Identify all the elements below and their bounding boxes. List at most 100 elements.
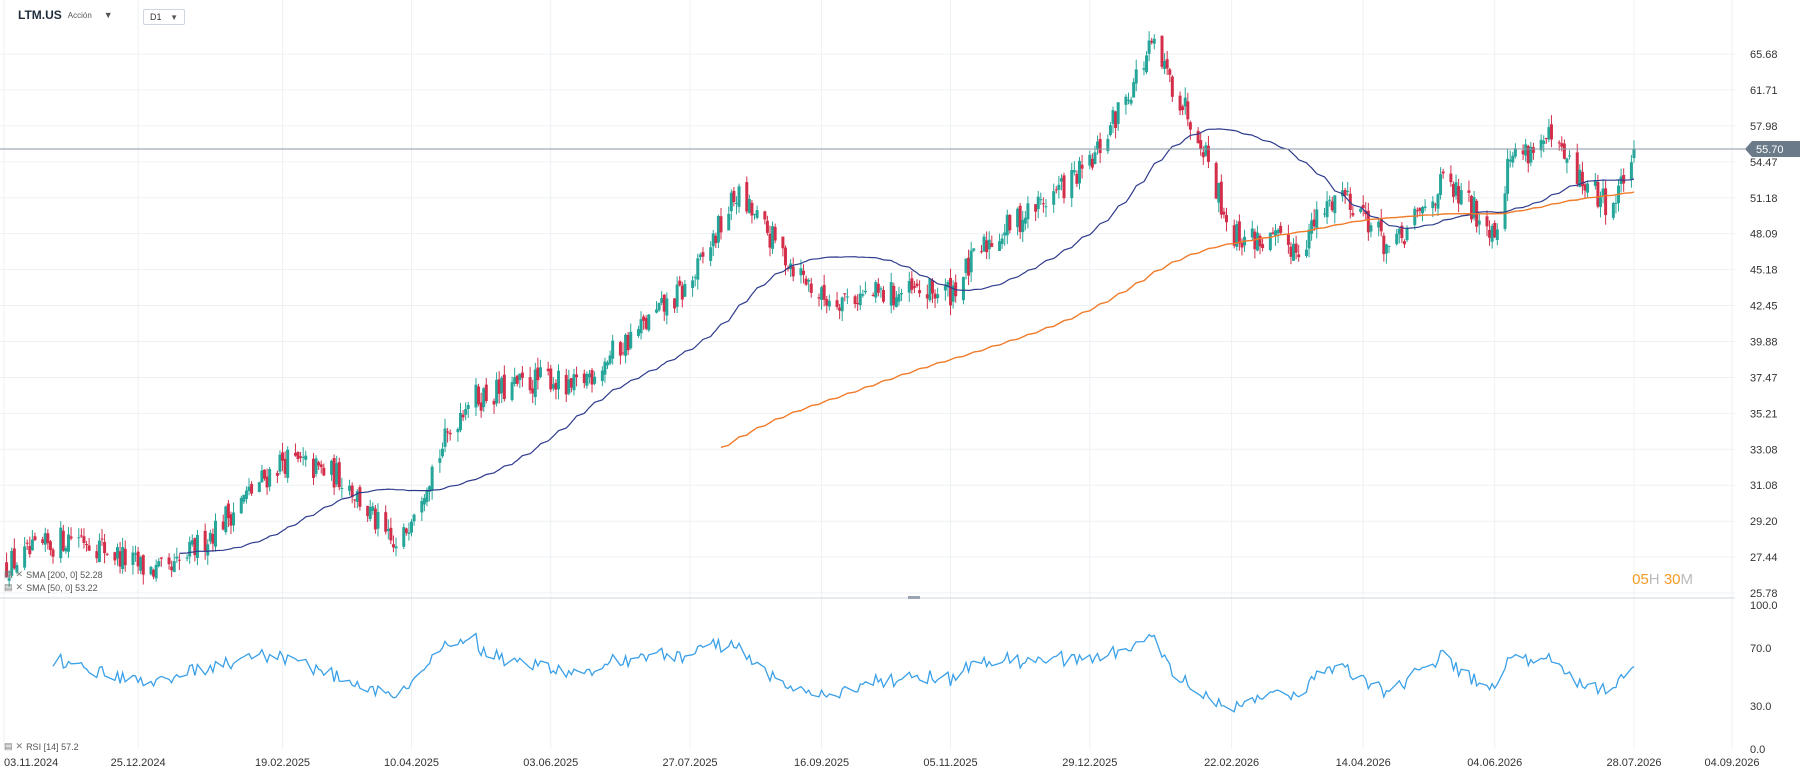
candle-body bbox=[513, 377, 517, 385]
candle-body bbox=[698, 254, 702, 258]
candle-body bbox=[1377, 221, 1381, 228]
candle-body bbox=[1026, 203, 1030, 220]
candle-body bbox=[211, 534, 215, 544]
candle-body bbox=[203, 530, 207, 552]
sma-slow-legend[interactable]: ▤ ✕ SMA [200, 0] 52.28 bbox=[4, 569, 103, 580]
candle-body bbox=[340, 487, 344, 489]
settings-icon[interactable]: ▤ bbox=[4, 582, 13, 592]
candle-body bbox=[213, 520, 217, 547]
candle-body bbox=[678, 280, 682, 286]
candle-body bbox=[66, 534, 70, 552]
candle-body bbox=[1369, 225, 1373, 232]
candle-body bbox=[154, 564, 158, 579]
candle-body bbox=[226, 503, 230, 519]
candle-body bbox=[30, 539, 34, 551]
candle-body bbox=[520, 372, 524, 378]
candle-body bbox=[1513, 148, 1517, 157]
chevron-down-icon[interactable]: ▼ bbox=[103, 10, 113, 20]
candle-body bbox=[1222, 211, 1226, 215]
candle-body bbox=[822, 284, 826, 300]
candle-body bbox=[802, 270, 806, 275]
rsi-axis-tick: 100.0 bbox=[1750, 600, 1778, 612]
candle-body bbox=[1005, 214, 1009, 236]
candle-body bbox=[1268, 232, 1272, 251]
candle-body bbox=[773, 226, 777, 241]
candle-body bbox=[1328, 199, 1332, 201]
candle-body bbox=[1255, 232, 1259, 251]
settings-icon[interactable]: ▤ bbox=[4, 741, 13, 751]
candle-body bbox=[304, 455, 308, 460]
candle-body bbox=[1583, 184, 1587, 191]
close-icon[interactable]: ✕ bbox=[15, 569, 24, 579]
candle-body bbox=[440, 448, 444, 457]
candle-body bbox=[1070, 169, 1074, 199]
date-axis-tick: 28.07.2026 bbox=[1606, 757, 1661, 769]
candle-body bbox=[335, 463, 339, 485]
candle-body bbox=[881, 290, 885, 302]
candle-body bbox=[1077, 160, 1081, 184]
candle-body bbox=[332, 458, 336, 488]
candle-body bbox=[167, 557, 171, 565]
candle-body bbox=[1395, 233, 1399, 245]
candle-body bbox=[1160, 35, 1164, 67]
candle-body bbox=[871, 294, 875, 297]
timeframe-select[interactable]: D1 ▼ bbox=[143, 9, 185, 25]
candle-body bbox=[402, 527, 406, 547]
candle-body bbox=[969, 250, 973, 273]
candle-body bbox=[1124, 96, 1128, 105]
candle-body bbox=[863, 290, 867, 293]
candle-body bbox=[1196, 130, 1200, 144]
date-axis-tick: 03.06.2025 bbox=[523, 757, 578, 769]
candle-body bbox=[134, 553, 138, 555]
candle-body bbox=[783, 247, 787, 266]
candle-body bbox=[1359, 208, 1363, 212]
candle-body bbox=[1170, 76, 1174, 97]
candle-body bbox=[856, 302, 860, 305]
price-axis-tick: 35.21 bbox=[1750, 408, 1778, 420]
date-axis-tick: 19.02.2025 bbox=[255, 757, 310, 769]
candle-body bbox=[910, 278, 914, 290]
candle-body bbox=[502, 374, 506, 399]
candle-body bbox=[624, 334, 628, 356]
candle-body bbox=[1511, 155, 1515, 163]
candle-body bbox=[655, 309, 659, 313]
candle-body bbox=[1163, 60, 1167, 69]
candle-body bbox=[149, 566, 153, 575]
candle-body bbox=[644, 318, 648, 329]
candle-body bbox=[1286, 234, 1290, 246]
candle-body bbox=[673, 298, 677, 309]
candle-body bbox=[642, 316, 646, 321]
candle-body bbox=[59, 527, 63, 559]
candle-body bbox=[404, 528, 408, 533]
rsi-line bbox=[52, 632, 1635, 713]
candle-body bbox=[1614, 202, 1618, 204]
settings-icon[interactable]: ▤ bbox=[4, 569, 13, 579]
close-icon[interactable]: ✕ bbox=[15, 741, 24, 751]
candle-body bbox=[1598, 197, 1602, 208]
candle-body bbox=[425, 490, 429, 502]
price-axis-tick: 57.98 bbox=[1750, 121, 1778, 133]
timeframe-value: D1 bbox=[150, 12, 162, 22]
candle-body bbox=[152, 569, 156, 577]
candle-body bbox=[531, 388, 535, 394]
sma-fast-legend[interactable]: ▤ ✕ SMA [50, 0] 53.22 bbox=[4, 582, 98, 593]
rsi-legend[interactable]: ▤ ✕ RSI [14] 57.2 bbox=[4, 741, 79, 752]
candle-body bbox=[484, 384, 488, 401]
close-icon[interactable]: ✕ bbox=[15, 582, 24, 592]
candle-body bbox=[206, 544, 210, 556]
candle-body bbox=[79, 535, 83, 537]
candle-body bbox=[1472, 197, 1476, 219]
instrument-header[interactable]: LTM.US Acción ▼ bbox=[18, 8, 113, 22]
candle-body bbox=[626, 334, 630, 351]
candle-body bbox=[1611, 202, 1615, 218]
candle-body bbox=[15, 565, 19, 573]
pane-resize-handle[interactable] bbox=[908, 596, 920, 599]
candle-body bbox=[572, 374, 576, 391]
candle-body bbox=[1402, 241, 1406, 245]
candle-body bbox=[1544, 137, 1548, 140]
candle-body bbox=[753, 213, 757, 215]
candle-body bbox=[492, 400, 496, 405]
candle-body bbox=[286, 449, 290, 478]
candle-body bbox=[528, 377, 532, 391]
